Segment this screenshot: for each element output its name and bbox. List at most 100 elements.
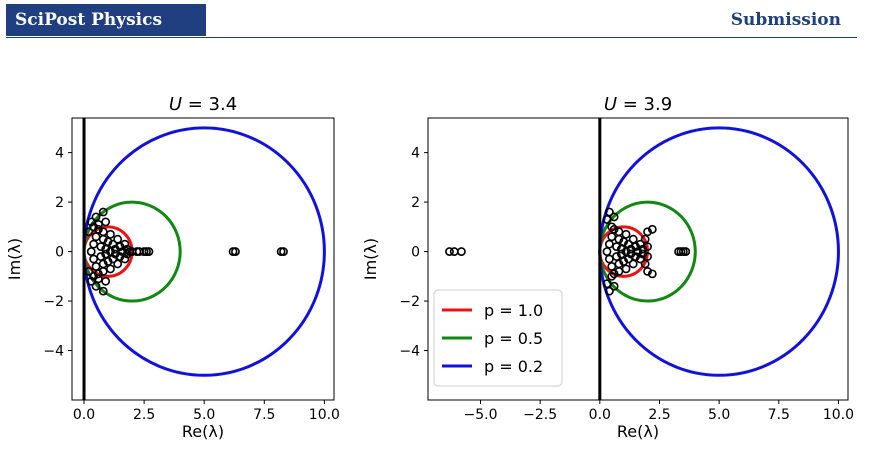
data-point [91, 232, 101, 242]
data-point [621, 264, 631, 274]
data-point [612, 242, 621, 252]
data-point [604, 207, 614, 217]
data-point [628, 234, 638, 244]
submission-label: Submission [730, 10, 841, 30]
y-tick-label: 2 [411, 195, 420, 211]
legend-label: p = 0.5 [484, 329, 543, 348]
plot-area [82, 118, 326, 400]
data-point [279, 247, 288, 256]
y-tick-label: −4 [399, 344, 420, 360]
data-point [106, 229, 115, 239]
data-point [609, 224, 619, 234]
x-tick-label: 2.5 [133, 407, 155, 423]
data-point [101, 276, 111, 286]
data-point [616, 244, 626, 254]
data-point [120, 254, 130, 264]
data-point [89, 222, 99, 232]
y-tick-label: −4 [43, 344, 64, 360]
plot-1: −5.0 −2.5 0.0 2.5 5.0 7.5 10.0 −4 −2 0 2 4 Re(λ) Im(λ… [361, 94, 854, 441]
data-point [621, 247, 631, 256]
plot-title: U = 3.4 [169, 94, 237, 115]
data-point [120, 239, 130, 249]
y-axis-label: Im(λ) [361, 238, 380, 280]
data-point [122, 249, 132, 259]
data-point [604, 286, 614, 296]
data-point [609, 281, 619, 291]
data-point [84, 227, 94, 237]
data-point [103, 257, 113, 266]
data-point [647, 224, 657, 234]
data-point [643, 242, 652, 252]
x-axis-label: Re(λ) [617, 422, 659, 441]
data-point [640, 234, 650, 244]
data-point [457, 247, 466, 256]
data-point [231, 247, 240, 256]
plot-frame [427, 117, 849, 401]
data-point [445, 247, 454, 256]
data-point [94, 219, 103, 229]
data-point [607, 271, 617, 281]
data-point [449, 247, 459, 256]
x-axis-label: Re(λ) [182, 422, 224, 441]
x-tick-label: 5.0 [708, 407, 730, 423]
y-tick-label: −2 [399, 294, 420, 310]
y-tick-label: 0 [411, 245, 420, 261]
data-point [98, 286, 108, 296]
data-point [602, 247, 612, 256]
data-point [144, 247, 154, 256]
x-tick-label: 7.5 [768, 407, 790, 423]
data-point [609, 269, 619, 279]
data-point [638, 249, 648, 259]
data-point [638, 244, 648, 254]
x-tick-label: −2.5 [523, 407, 557, 423]
x-tick-label: 0.0 [73, 407, 95, 423]
circle-p-0-2 [82, 126, 326, 377]
data-point [113, 259, 123, 269]
x-tick-label: 10.0 [309, 407, 340, 423]
data-point [94, 269, 103, 279]
data-point [609, 212, 619, 222]
data-point [101, 244, 111, 254]
data-point [89, 239, 99, 249]
data-point [101, 249, 111, 259]
data-point [612, 252, 621, 261]
y-tick-label: 2 [55, 195, 64, 211]
data-point [643, 227, 652, 237]
data-point [122, 244, 132, 254]
plot-title: U = 3.9 [604, 94, 672, 115]
y-tick-label: 4 [411, 146, 420, 162]
data-point [628, 259, 638, 269]
x-tick-label: 7.5 [253, 407, 275, 423]
data-point [607, 222, 617, 232]
data-point [86, 247, 96, 256]
data-point [633, 247, 643, 256]
circle-p-0-2 [598, 126, 840, 377]
data-point [106, 264, 115, 274]
data-point [607, 232, 617, 242]
data-point [89, 254, 99, 264]
x-tick-label: 2.5 [648, 407, 670, 423]
data-point [91, 262, 101, 271]
data-point [643, 252, 652, 261]
data-point [604, 254, 614, 264]
data-point [616, 249, 626, 259]
data-point [96, 242, 106, 252]
x-tick-label: 10.0 [823, 407, 854, 423]
data-point [607, 262, 617, 271]
data-point [94, 224, 103, 234]
data-point [98, 207, 108, 217]
y-tick-label: 4 [55, 146, 64, 162]
y-axis-label: Im(λ) [5, 238, 24, 280]
data-point [643, 266, 652, 276]
data-point [113, 234, 123, 244]
data-point [604, 239, 614, 249]
header-rule [6, 37, 857, 38]
journal-badge: SciPost Physics [6, 4, 206, 36]
legend: p = 1.0 p = 0.5 p = 0.2 [433, 289, 563, 387]
data-point [621, 229, 631, 239]
data-point [94, 274, 103, 284]
y-tick-label: −2 [43, 294, 64, 310]
data-point [681, 247, 691, 256]
data-point [91, 212, 101, 222]
